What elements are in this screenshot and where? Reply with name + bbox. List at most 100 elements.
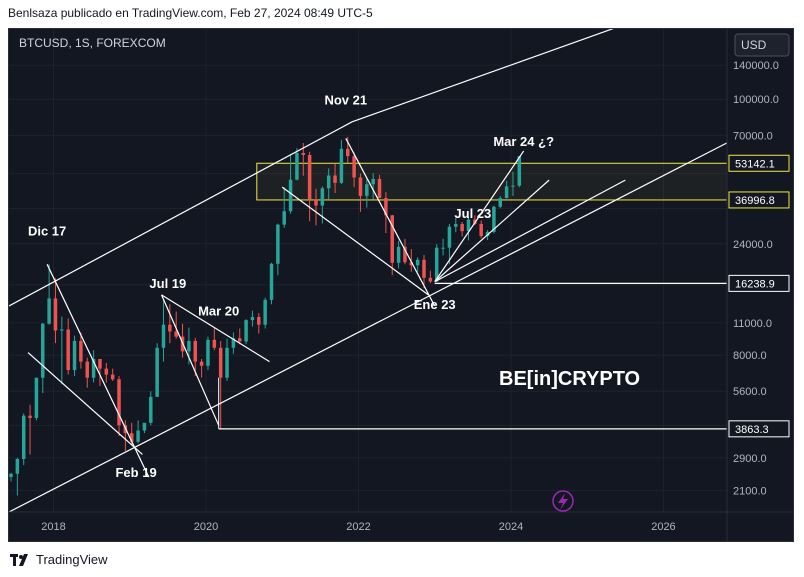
annotation-label: Feb 19 — [115, 465, 156, 480]
candle-body — [479, 223, 483, 237]
candle-body — [47, 298, 51, 324]
candle-body — [225, 347, 229, 378]
y-tick-label: 11000.0 — [733, 318, 772, 330]
beincrypto-watermark: BE[in]CRYPTO — [499, 368, 640, 390]
candle-body — [466, 219, 471, 232]
candle-body — [346, 148, 350, 157]
candle-body — [110, 374, 115, 380]
x-tick-label: 2018 — [41, 521, 65, 533]
currency-button[interactable]: USD — [734, 33, 790, 57]
price-tag-label: 16238.9 — [735, 278, 775, 290]
candle-body — [384, 198, 388, 216]
candle-body — [104, 368, 109, 375]
candle-body — [9, 473, 13, 478]
candle-body — [358, 177, 363, 196]
rise-line-3 — [434, 179, 626, 283]
candle-body — [21, 415, 26, 459]
candle-body — [28, 415, 32, 418]
candle-body — [422, 259, 426, 278]
candle-body — [415, 259, 420, 266]
tradingview-footer[interactable]: TradingView — [10, 552, 108, 567]
annotation-label: Mar 20 — [198, 304, 239, 319]
y-tick-label: 100000.0 — [733, 94, 779, 106]
candle-body — [504, 186, 509, 199]
candle-body — [98, 358, 102, 369]
price-tag-box — [728, 274, 790, 292]
candle-body — [237, 338, 242, 342]
channel-upper — [8, 121, 353, 307]
candle-body — [377, 178, 382, 199]
price-tag-label: 36996.8 — [735, 195, 775, 207]
trend-lines — [8, 0, 728, 513]
annotation-label: Mar 24 ¿? — [493, 134, 554, 149]
y-tick-label: 2900.0 — [733, 453, 767, 465]
candle-body — [199, 361, 204, 366]
candle-body — [15, 458, 20, 474]
annotations: Dic 17 Nov 21 Mar 24 ¿? Jul 19 Mar 20 Jul 23 E… — [28, 92, 554, 480]
price-tag-label: 53142.1 — [735, 158, 775, 170]
candle-body — [314, 199, 318, 206]
candle-body — [66, 329, 70, 371]
candle-body — [428, 277, 433, 282]
tradingview-logo-icon — [10, 553, 28, 566]
candle-body — [339, 148, 344, 183]
candle-body — [396, 246, 401, 263]
candle-body — [492, 206, 496, 232]
candle-body — [136, 430, 140, 442]
candle-body — [85, 361, 89, 378]
jul19-down-line — [160, 294, 220, 426]
candle-body — [117, 379, 121, 426]
candle-body — [276, 224, 280, 264]
price-chart[interactable]: Dic 17 Nov 21 Mar 24 ¿? Jul 19 Mar 20 Jul 23 E… — [8, 0, 793, 541]
candle-body — [390, 215, 394, 263]
candle-body — [288, 179, 293, 212]
annotation-label: Jul 19 — [149, 276, 186, 291]
grid — [9, 29, 727, 512]
watermark-text: BE[in]CRYPTO — [499, 368, 640, 390]
candle-body — [161, 324, 166, 348]
candle-body — [511, 185, 515, 187]
candle-body — [320, 188, 325, 206]
y-tick-label: 2100.0 — [733, 486, 767, 498]
candle-body — [231, 338, 236, 348]
candle-body — [187, 340, 191, 352]
price-tag-box — [728, 420, 790, 438]
candle-body — [485, 231, 490, 237]
candle-body — [212, 339, 217, 348]
candle-body — [365, 184, 369, 196]
candle-body — [257, 317, 261, 325]
lightning-icon[interactable] — [552, 490, 574, 512]
annotation-label: Nov 21 — [324, 92, 367, 107]
candle-body — [447, 226, 452, 248]
x-tick-label: 2024 — [499, 521, 523, 533]
candle-body — [53, 298, 58, 331]
candle-body — [60, 329, 64, 331]
candle-body — [295, 153, 299, 180]
candle-body — [149, 396, 153, 423]
candle-body — [193, 340, 198, 362]
candle-body — [244, 320, 248, 342]
price-tag-label: 3863.3 — [735, 424, 769, 436]
candle-body — [307, 154, 312, 200]
annotation-label: Jul 23 — [454, 206, 491, 221]
candle-body — [206, 339, 210, 366]
nov21-lower-line — [281, 186, 429, 296]
candle-body — [41, 323, 45, 378]
candle-body — [142, 422, 147, 431]
candle-body — [250, 317, 255, 321]
y-tick-label: 5600.0 — [733, 386, 767, 398]
chart-panel[interactable]: Dic 17 Nov 21 Mar 24 ¿? Jul 19 Mar 20 Jul 23 E… — [8, 0, 794, 542]
annotation-label: Dic 17 — [28, 224, 66, 239]
dic17-down-line — [46, 264, 150, 478]
candle-body — [263, 299, 267, 325]
candle-body — [155, 347, 159, 397]
candle-body — [460, 223, 464, 232]
dic17-lower-line — [27, 352, 143, 455]
rise-line-2 — [434, 179, 550, 283]
candle-body — [434, 247, 439, 282]
rise-line-1 — [434, 150, 525, 283]
candle-body — [517, 156, 522, 186]
jul19-upper-line — [161, 294, 270, 363]
candle-body — [498, 198, 503, 207]
candle-body — [79, 340, 83, 362]
